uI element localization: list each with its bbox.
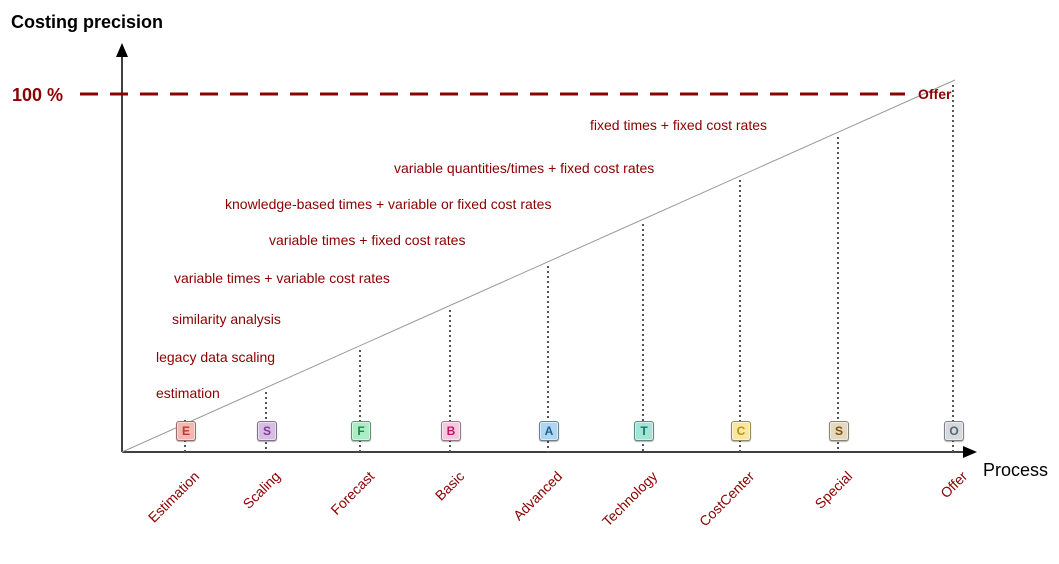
y-axis-title: Costing precision — [11, 12, 163, 33]
process-icon-special: S — [829, 421, 849, 441]
process-icon-advanced: A — [539, 421, 559, 441]
method-label: variable quantities/times + fixed cost r… — [394, 160, 654, 176]
y-tick-100: 100 % — [12, 85, 63, 106]
method-label: variable times + variable cost rates — [174, 270, 390, 286]
process-icon-estimation: E — [176, 421, 196, 441]
process-icon-technology: T — [634, 421, 654, 441]
method-label: knowledge-based times + variable or fixe… — [225, 196, 551, 212]
process-icon-offer: O — [944, 421, 964, 441]
process-icon-forecast: F — [351, 421, 371, 441]
process-icon-costcenter: C — [731, 421, 751, 441]
method-label: variable times + fixed cost rates — [269, 232, 465, 248]
method-label: estimation — [156, 385, 220, 401]
chart-svg — [0, 0, 1059, 543]
method-label: fixed times + fixed cost rates — [590, 117, 767, 133]
method-label: legacy data scaling — [156, 349, 275, 365]
method-label: similarity analysis — [172, 311, 281, 327]
process-icon-basic: B — [441, 421, 461, 441]
x-axis-title: Process — [983, 460, 1048, 481]
reference-line-label: Offer — [918, 86, 951, 102]
process-icon-scaling: S — [257, 421, 277, 441]
costing-precision-chart: Costing precision Process 100 % Offer es… — [0, 0, 1059, 543]
